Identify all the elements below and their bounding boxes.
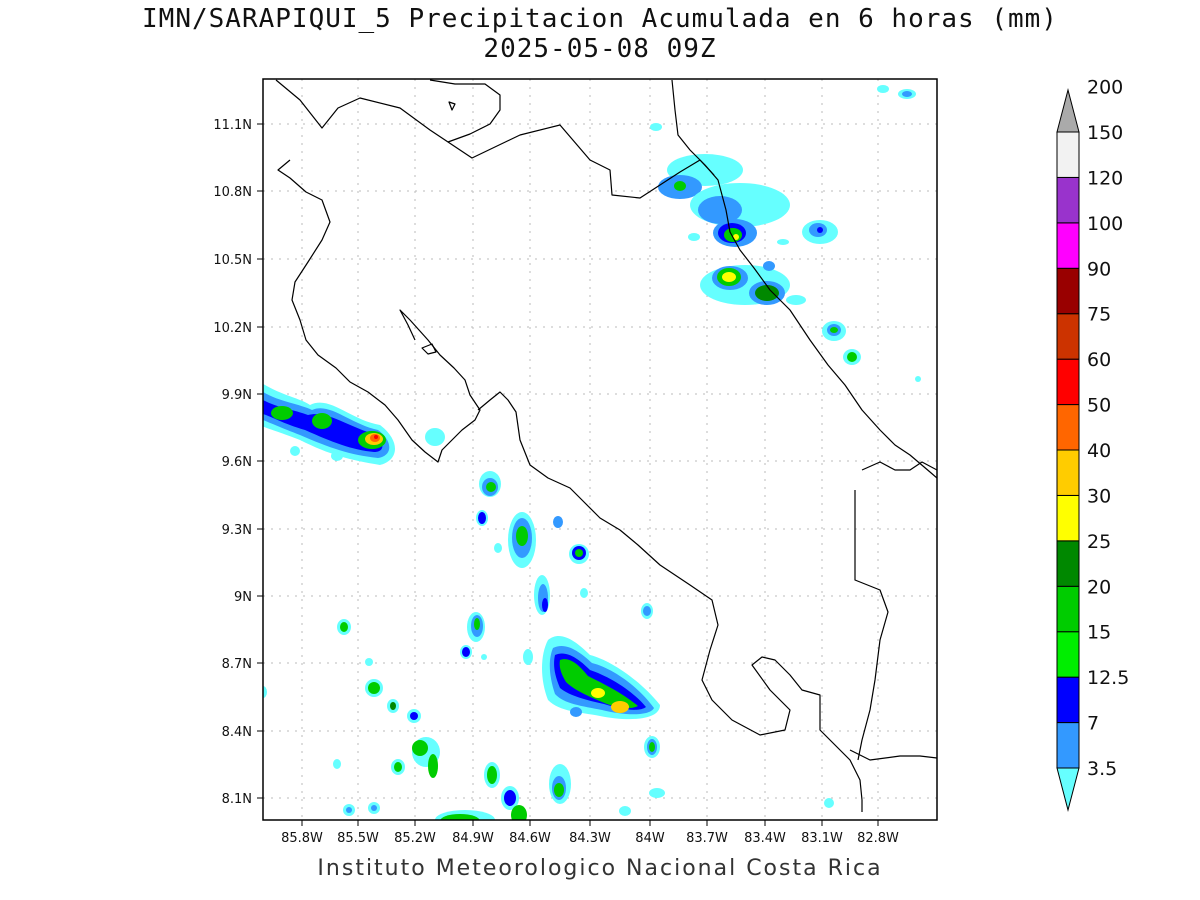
lake-shore bbox=[429, 79, 501, 143]
colorbar-arrow-low bbox=[1056, 767, 1080, 812]
colorbar-level-label: 90 bbox=[1087, 258, 1111, 280]
colorbar-swatch bbox=[1056, 131, 1080, 178]
caribbean-coast bbox=[671, 79, 937, 479]
lon-label: 85.2W bbox=[394, 831, 436, 846]
lat-label: 9.9N bbox=[222, 388, 252, 403]
lon-label: 85.5W bbox=[337, 831, 379, 846]
lat-label: 9.3N bbox=[222, 523, 252, 538]
lon-label: 82.8W bbox=[857, 831, 899, 846]
lat-label: 8.7N bbox=[222, 657, 252, 672]
colorbar-level-label: 60 bbox=[1087, 349, 1111, 371]
rain-cell-northeast bbox=[650, 85, 916, 365]
colorbar-level-label: 7 bbox=[1087, 713, 1099, 735]
coastline-borders bbox=[275, 79, 937, 812]
colorbar-swatch bbox=[1056, 267, 1080, 315]
colorbar-level-label: 30 bbox=[1087, 485, 1111, 507]
lat-label: 9N bbox=[234, 590, 252, 605]
lon-label: 83.4W bbox=[744, 831, 786, 846]
colorbar-swatch bbox=[1056, 631, 1080, 678]
colorbar-level-label: 120 bbox=[1087, 167, 1123, 189]
lat-label: 8.4N bbox=[222, 725, 252, 740]
colorbar-level-label: 150 bbox=[1087, 122, 1123, 144]
colorbar-swatch bbox=[1056, 358, 1080, 406]
rain-cell-southwest bbox=[263, 376, 921, 820]
map-datetime: 2025-05-08 09Z bbox=[483, 34, 717, 64]
plot-frame bbox=[262, 78, 938, 821]
rain-cell-central-pacific bbox=[476, 471, 653, 619]
gulf-islet bbox=[421, 343, 437, 355]
colorbar-swatch bbox=[1056, 494, 1080, 542]
colorbar-level-label: 25 bbox=[1087, 531, 1111, 553]
colorbar-swatch bbox=[1056, 222, 1080, 269]
colorbar-level-label: 200 bbox=[1087, 77, 1123, 99]
precipitation-field bbox=[263, 85, 921, 820]
colorbar-legend: 3.5 7 12.5 15 20 25 30 40 50 60 75 90 100 120 150 200 bbox=[1056, 77, 1129, 812]
colorbar-level-label: 75 bbox=[1087, 304, 1111, 326]
pacific-coast-central bbox=[477, 391, 863, 812]
lake-islet bbox=[448, 101, 456, 111]
colorbar-swatch bbox=[1056, 676, 1080, 724]
colorbar-arrow-high bbox=[1056, 88, 1080, 133]
colorbar-level-label: 12.5 bbox=[1087, 667, 1129, 689]
map-title: IMN/SARAPIQUI_5 Precipitacion Acumulada … bbox=[142, 4, 1058, 34]
rain-cell-south-pacific bbox=[523, 635, 665, 816]
lat-label: 9.6N bbox=[222, 455, 252, 470]
lat-label: 10.2N bbox=[213, 321, 252, 336]
lon-label: 84.9W bbox=[452, 831, 494, 846]
panama-south bbox=[849, 749, 937, 761]
panama-coast bbox=[861, 461, 937, 471]
colorbar-swatch bbox=[1056, 449, 1080, 496]
nicaragua-border bbox=[275, 79, 715, 199]
colorbar-swatch bbox=[1056, 313, 1080, 360]
colorbar-level-label: 50 bbox=[1087, 395, 1111, 417]
lon-label: 83.7W bbox=[686, 831, 728, 846]
colorbar-swatch bbox=[1056, 585, 1080, 633]
lon-label: 83.1W bbox=[801, 831, 843, 846]
lat-label: 8.1N bbox=[222, 792, 252, 807]
footer-credit: Instituto Meteorologico Nacional Costa R… bbox=[317, 856, 883, 881]
lon-label: 84.3W bbox=[569, 831, 611, 846]
colorbar-swatch bbox=[1056, 176, 1080, 224]
colorbar-level-label: 100 bbox=[1087, 213, 1123, 235]
tick-marks bbox=[257, 123, 879, 826]
colorbar-level-label: 20 bbox=[1087, 576, 1111, 598]
colorbar-level-label: 3.5 bbox=[1087, 758, 1117, 780]
colorbar-swatch bbox=[1056, 540, 1080, 587]
pacific-coast-north bbox=[277, 159, 481, 463]
colorbar-level-label: 15 bbox=[1087, 622, 1111, 644]
lat-label: 10.8N bbox=[213, 185, 252, 200]
lat-label: 11.1N bbox=[213, 118, 252, 133]
colorbar-level-label: 40 bbox=[1087, 440, 1111, 462]
lat-label: 10.5N bbox=[213, 253, 252, 268]
lon-label: 84W bbox=[635, 831, 665, 846]
colorbar-swatch bbox=[1056, 722, 1080, 769]
lon-label: 85.8W bbox=[281, 831, 323, 846]
latitude-labels: 11.1N 10.8N 10.5N 10.2N 9.9N 9.6N 9.3N 9… bbox=[213, 118, 252, 807]
lon-label: 84.6W bbox=[509, 831, 551, 846]
colorbar-swatch bbox=[1056, 404, 1080, 451]
rain-cell-nw-coast bbox=[263, 383, 445, 465]
panama-border bbox=[854, 490, 889, 761]
longitude-labels: 85.8W 85.5W 85.2W 84.9W 84.6W 84.3W 84W … bbox=[281, 831, 899, 846]
